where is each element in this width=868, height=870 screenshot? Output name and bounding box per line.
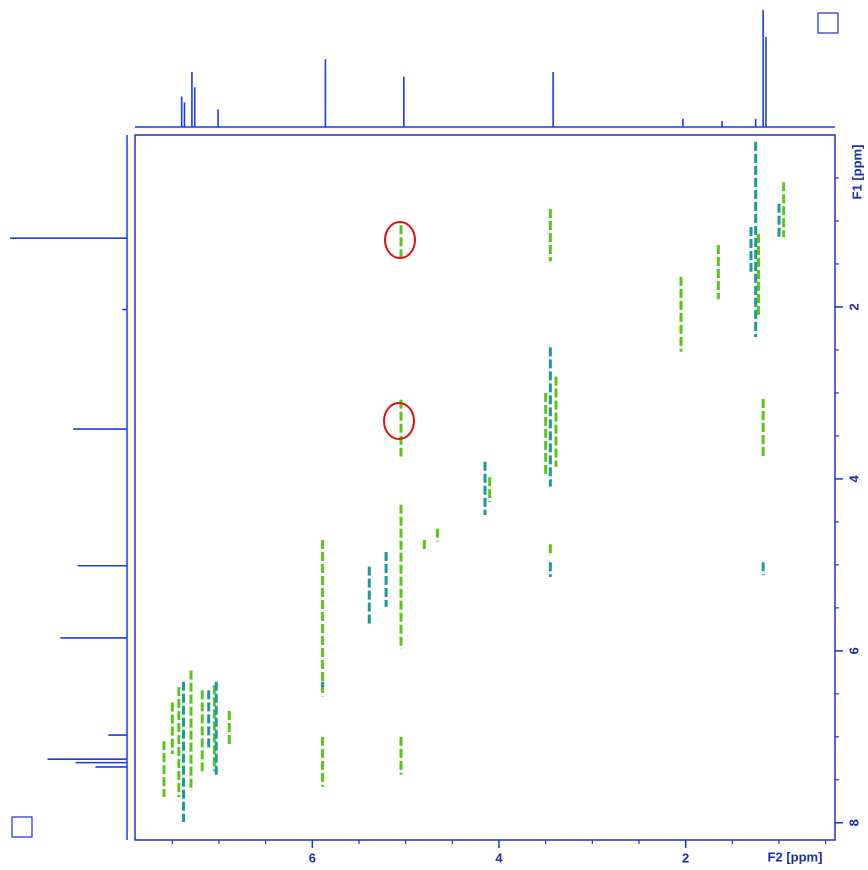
y-axis-label: F1 [ppm] <box>849 145 864 200</box>
y-tick-label: 4 <box>846 475 861 483</box>
x-tick-label: 6 <box>309 850 316 865</box>
x-tick-label: 2 <box>682 850 689 865</box>
plot-frame <box>134 134 836 841</box>
corner-box <box>817 12 839 34</box>
x-axis-label: F2 [ppm] <box>768 849 823 864</box>
y-tick-label: 6 <box>846 647 861 654</box>
x-tick-label: 4 <box>495 850 503 865</box>
corner-box <box>11 816 33 838</box>
highlight-circle <box>383 402 415 440</box>
y-tick-label: 8 <box>846 819 861 826</box>
y-tick-label: 2 <box>846 303 861 310</box>
highlight-circle <box>384 221 416 259</box>
